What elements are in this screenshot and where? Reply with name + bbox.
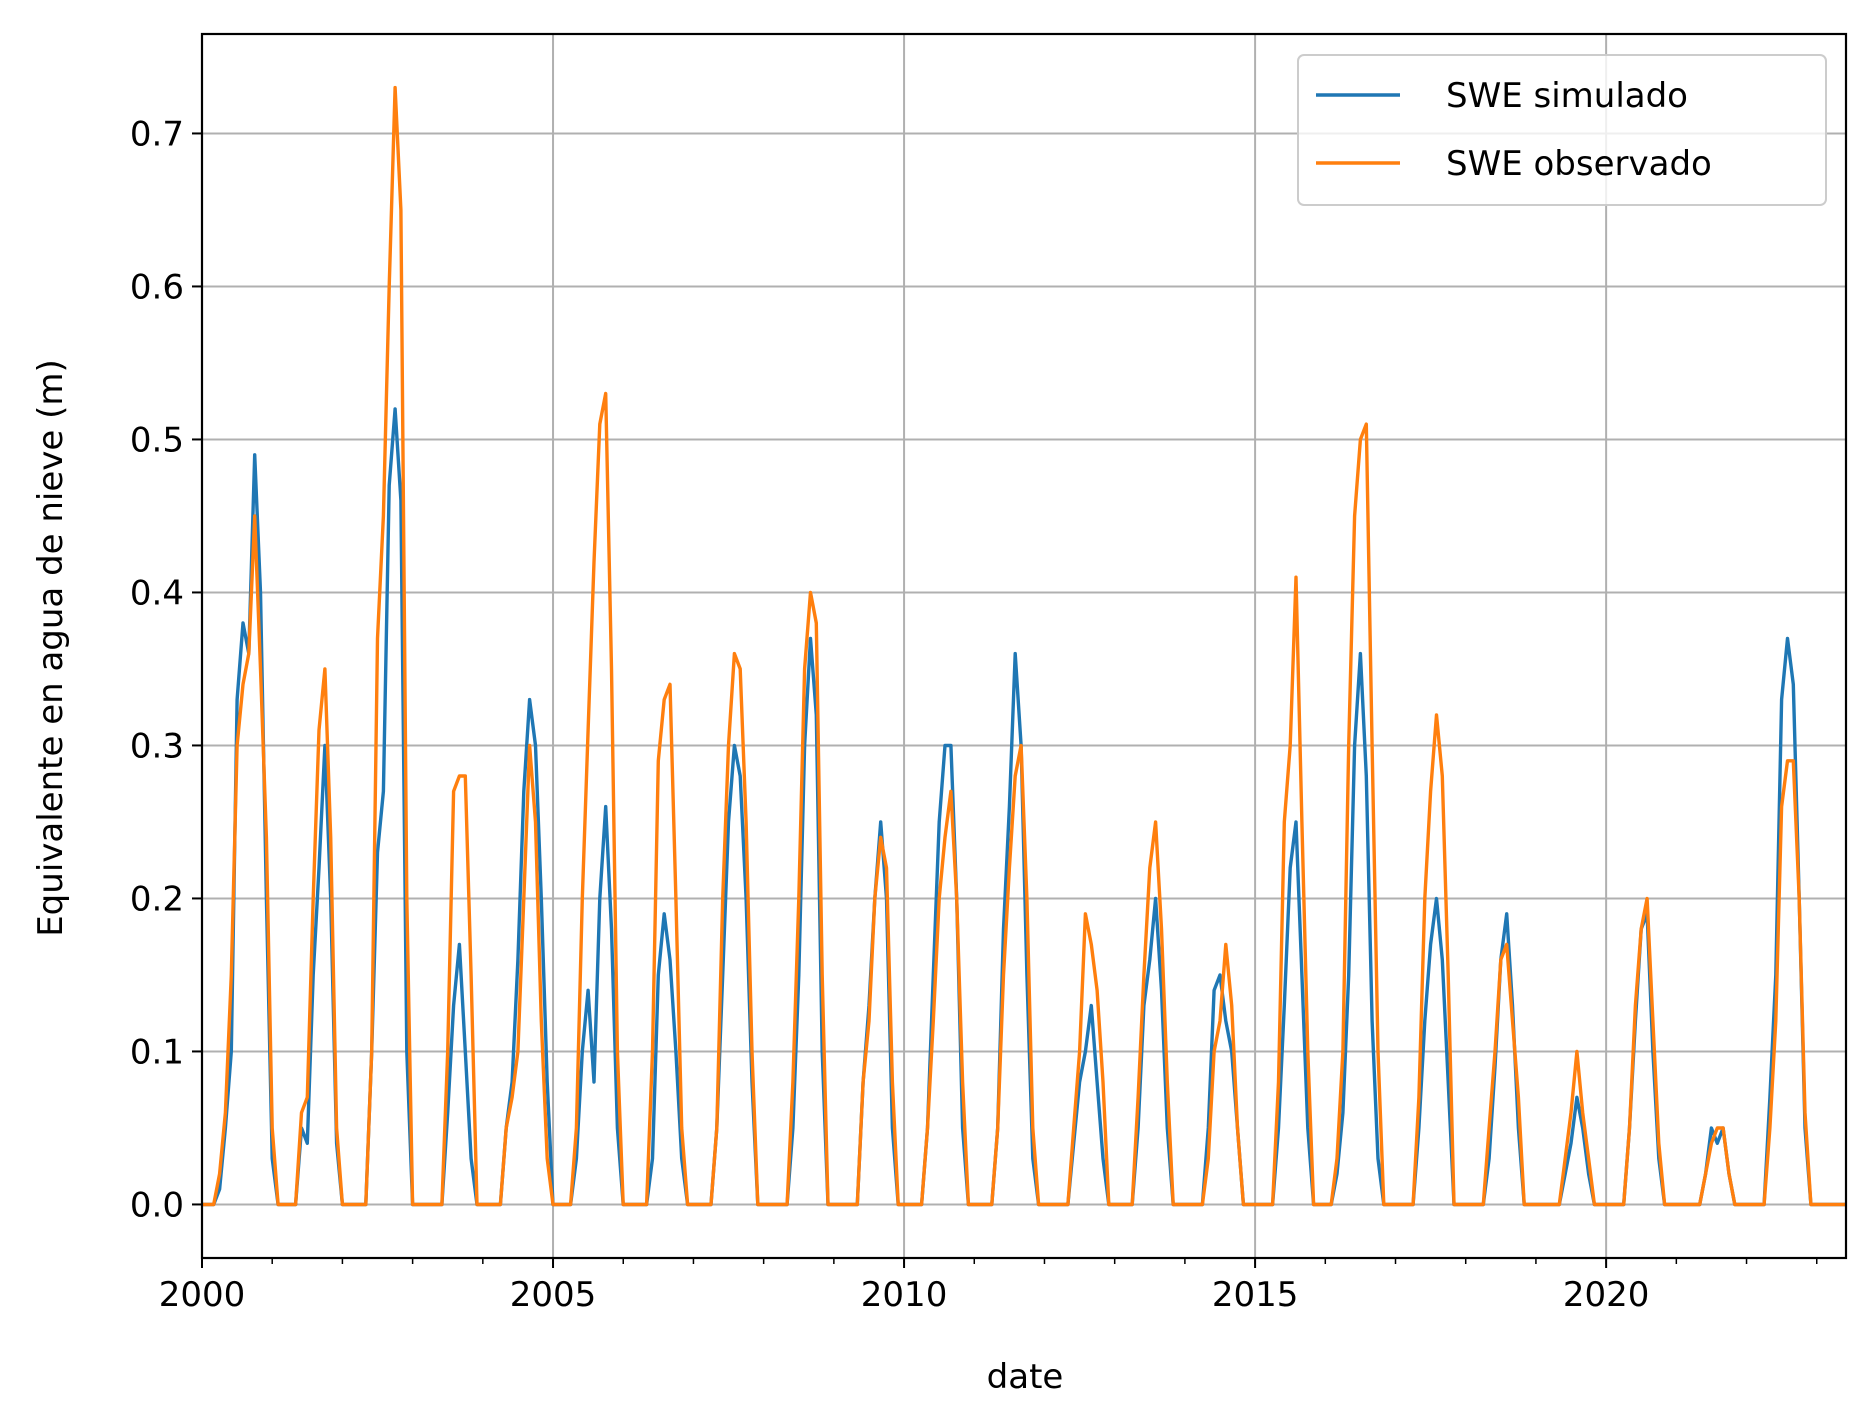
y-tick-label: 0.3 [130,726,184,766]
legend-box [1297,54,1827,206]
series-line-2 [202,85,1846,1207]
x-tick-label: 2005 [510,1275,597,1315]
x-tick-label: 2000 [159,1275,246,1315]
y-axis-label: Equivalente en agua de nieve (m) [31,359,71,937]
legend: SWE simulado SWE observado [1297,54,1827,206]
x-axis-ticks: 2000 2005 2010 2015 2020 [159,1258,1818,1315]
y-tick-label: 0.0 [130,1185,184,1225]
y-tick-label: 0.1 [130,1032,184,1072]
legend-label: SWE observado [1446,144,1712,184]
x-axis-label: date [987,1357,1064,1397]
plot-frame [200,32,1848,1260]
y-tick-label: 0.5 [130,420,184,460]
y-axis-ticks: 0.0 0.1 0.2 0.3 0.4 0.5 0.6 0.7 [130,114,202,1225]
x-tick-label: 2020 [1563,1275,1650,1315]
x-tick-label: 2015 [1212,1275,1299,1315]
series-lines [202,85,1846,1207]
y-tick-label: 0.2 [130,879,184,919]
legend-label: SWE simulado [1446,76,1688,116]
x-tick-label: 2010 [861,1275,948,1315]
y-tick-label: 0.4 [130,573,184,613]
y-tick-label: 0.6 [130,267,184,307]
grid-lines [201,34,1846,1258]
y-tick-label: 0.7 [130,114,184,154]
